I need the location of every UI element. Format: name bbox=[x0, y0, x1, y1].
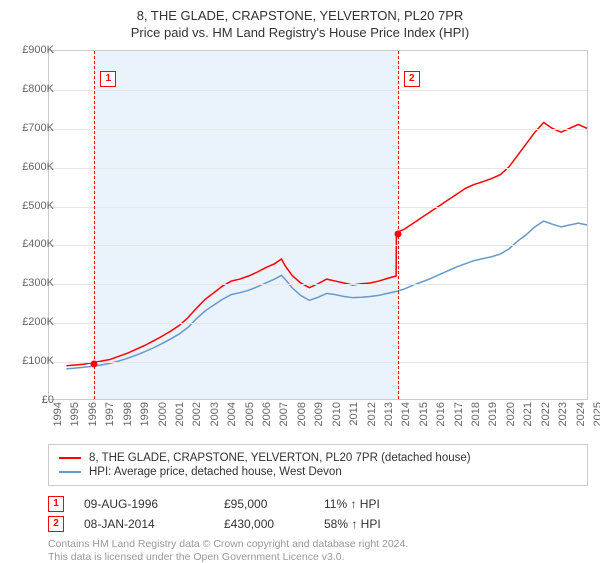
y-axis-label: £600K bbox=[8, 161, 54, 173]
sale-marker: 1 bbox=[48, 496, 64, 512]
y-axis-label: £900K bbox=[8, 44, 54, 56]
x-axis-label: 2005 bbox=[244, 402, 256, 436]
sale-line bbox=[94, 51, 95, 399]
legend-label: 8, THE GLADE, CRAPSTONE, YELVERTON, PL20… bbox=[89, 452, 471, 464]
x-axis-label: 2017 bbox=[453, 402, 465, 436]
sale-date: 08-JAN-2014 bbox=[84, 517, 204, 531]
x-axis-label: 1999 bbox=[139, 402, 151, 436]
x-axis-label: 2014 bbox=[400, 402, 412, 436]
gridline bbox=[49, 129, 587, 130]
sale-marker: 2 bbox=[48, 516, 64, 532]
gridline bbox=[49, 362, 587, 363]
x-axis-label: 2018 bbox=[470, 402, 482, 436]
sales-row: 2 08-JAN-2014 £430,000 58% ↑ HPI bbox=[48, 514, 424, 534]
x-axis-label: 2016 bbox=[435, 402, 447, 436]
x-axis-label: 2023 bbox=[557, 402, 569, 436]
x-axis-label: 1996 bbox=[87, 402, 99, 436]
x-axis-label: 2000 bbox=[157, 402, 169, 436]
sale-pct: 58% ↑ HPI bbox=[324, 517, 424, 531]
x-axis-label: 2008 bbox=[296, 402, 308, 436]
y-axis-label: £100K bbox=[8, 355, 54, 367]
plot-area: 12 bbox=[48, 50, 588, 400]
x-axis-label: 2004 bbox=[226, 402, 238, 436]
y-axis-label: £200K bbox=[8, 316, 54, 328]
sale-marker: 1 bbox=[100, 71, 116, 87]
legend-item: 8, THE GLADE, CRAPSTONE, YELVERTON, PL20… bbox=[59, 451, 577, 465]
x-axis-label: 2007 bbox=[278, 402, 290, 436]
legend-swatch bbox=[59, 471, 81, 473]
chart-subtitle: Price paid vs. HM Land Registry's House … bbox=[0, 23, 600, 46]
y-axis-label: £0 bbox=[8, 394, 54, 406]
y-axis-label: £400K bbox=[8, 238, 54, 250]
x-axis-label: 2012 bbox=[366, 402, 378, 436]
series-line-hpi bbox=[66, 221, 587, 369]
gridline bbox=[49, 207, 587, 208]
x-axis-label: 2002 bbox=[191, 402, 203, 436]
sale-pct: 11% ↑ HPI bbox=[324, 497, 424, 511]
sale-line bbox=[398, 51, 399, 399]
x-axis-label: 2013 bbox=[383, 402, 395, 436]
sales-row: 1 09-AUG-1996 £95,000 11% ↑ HPI bbox=[48, 494, 424, 514]
x-axis-label: 2022 bbox=[540, 402, 552, 436]
legend-swatch bbox=[59, 457, 81, 459]
credit-text: Contains HM Land Registry data © Crown c… bbox=[48, 538, 408, 563]
sale-marker: 2 bbox=[404, 71, 420, 87]
series-svg bbox=[49, 51, 587, 399]
sale-price: £95,000 bbox=[224, 497, 304, 511]
gridline bbox=[49, 284, 587, 285]
x-axis-label: 2003 bbox=[209, 402, 221, 436]
x-axis-label: 2009 bbox=[313, 402, 325, 436]
x-axis-label: 2025 bbox=[592, 402, 600, 436]
sale-point bbox=[91, 361, 98, 368]
y-axis-label: £500K bbox=[8, 200, 54, 212]
x-axis-label: 1994 bbox=[52, 402, 64, 436]
sales-table: 1 09-AUG-1996 £95,000 11% ↑ HPI 2 08-JAN-2014… bbox=[48, 494, 424, 534]
y-axis-label: £300K bbox=[8, 277, 54, 289]
y-axis-label: £700K bbox=[8, 122, 54, 134]
chart-title: 8, THE GLADE, CRAPSTONE, YELVERTON, PL20… bbox=[0, 0, 600, 23]
series-line-price_paid bbox=[66, 122, 587, 365]
x-axis-label: 2024 bbox=[575, 402, 587, 436]
x-axis-label: 1997 bbox=[104, 402, 116, 436]
gridline bbox=[49, 168, 587, 169]
credit-line: Contains HM Land Registry data © Crown c… bbox=[48, 538, 408, 551]
x-axis-label: 2010 bbox=[331, 402, 343, 436]
gridline bbox=[49, 90, 587, 91]
x-axis-label: 2001 bbox=[174, 402, 186, 436]
y-axis-label: £800K bbox=[8, 83, 54, 95]
legend-item: HPI: Average price, detached house, West… bbox=[59, 465, 577, 479]
gridline bbox=[49, 323, 587, 324]
x-axis-label: 2020 bbox=[505, 402, 517, 436]
sale-point bbox=[394, 230, 401, 237]
x-axis-label: 1995 bbox=[69, 402, 81, 436]
x-axis-label: 2019 bbox=[487, 402, 499, 436]
x-axis-label: 2011 bbox=[348, 402, 360, 436]
credit-line: This data is licensed under the Open Gov… bbox=[48, 551, 408, 563]
chart-container: 8, THE GLADE, CRAPSTONE, YELVERTON, PL20… bbox=[0, 0, 600, 560]
x-axis-label: 2006 bbox=[261, 402, 273, 436]
legend-label: HPI: Average price, detached house, West… bbox=[89, 466, 342, 478]
x-axis-label: 1998 bbox=[122, 402, 134, 436]
sale-date: 09-AUG-1996 bbox=[84, 497, 204, 511]
gridline bbox=[49, 245, 587, 246]
legend-box: 8, THE GLADE, CRAPSTONE, YELVERTON, PL20… bbox=[48, 444, 588, 486]
sale-price: £430,000 bbox=[224, 517, 304, 531]
x-axis-label: 2021 bbox=[522, 402, 534, 436]
x-axis-label: 2015 bbox=[418, 402, 430, 436]
